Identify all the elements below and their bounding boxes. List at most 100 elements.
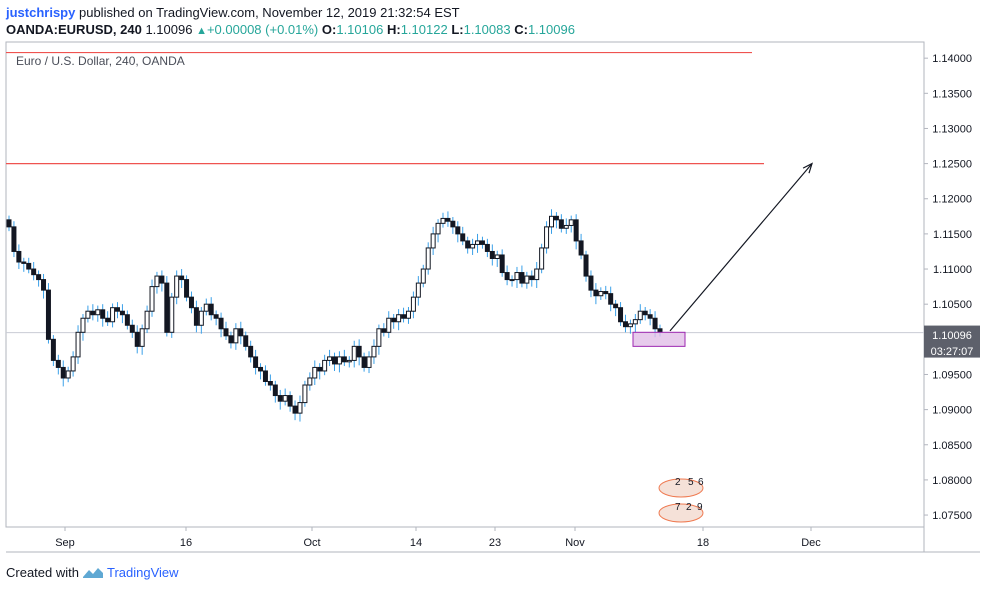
events-icon-text: 7 [675,502,681,513]
candle-body [65,370,71,379]
up-arrow-icon: ▲ [196,25,207,37]
events-icon-text: 5 [688,477,694,488]
author-link[interactable]: justchrispy [6,5,76,20]
last-price: 1.10096 [145,22,193,37]
candle-body [361,356,367,368]
y-tick-label: 1.09000 [932,405,972,417]
high-label: H: [386,22,401,37]
support-zone-box [632,331,686,347]
candle-body [100,309,106,319]
y-tick-label: 1.13500 [932,88,972,100]
y-tick-label: 1.08500 [932,440,972,452]
candle-body [26,262,32,270]
candle-body [218,317,224,330]
candle-body [489,250,495,259]
created-with-label: Created with [6,565,79,580]
candle-body [613,303,619,309]
candle-body [198,310,204,326]
events-icon-text: 2 [686,502,692,513]
x-tick-label: Sep [55,537,75,549]
candle-body [445,217,451,222]
candle-body [248,345,254,358]
candle-body [292,405,298,414]
y-tick-label: 1.12500 [932,159,972,171]
candle-body [603,291,609,295]
candle-body [302,384,308,404]
events-icon-text: 6 [698,477,704,488]
candle-body [223,328,229,337]
candle-body [307,377,313,386]
open-value: 1.10106 [336,22,384,37]
candle-body [228,335,234,344]
drawings[interactable] [632,162,813,347]
events-icon[interactable]: 2 5 6 7 2 9 [658,477,704,523]
candle-body [154,275,160,288]
candle-body [598,291,604,297]
candle-body [479,240,485,245]
candle-body [484,243,490,252]
candle-body [341,356,347,363]
projection-arrow-head [802,162,813,174]
candle-body [519,272,525,284]
horizontal-lines[interactable] [6,51,924,334]
candle-body [637,310,643,321]
candle-body [75,331,81,358]
candle-body [179,275,185,281]
candle-body [529,275,535,281]
tradingview-link[interactable]: TradingView [106,565,179,580]
candle-body [460,233,466,242]
candle-body [470,243,476,249]
candle-body [396,314,402,323]
projection-arrow-line [669,163,813,332]
footer: Created with TradingView [6,565,179,580]
candle-body [267,381,273,386]
candle-body [553,215,559,221]
low-label: L: [451,22,464,37]
low-value: 1.10083 [463,22,511,37]
candle-body [356,345,362,358]
price-change: +0.00008 (+0.01%) [206,22,319,37]
candle-body [627,323,633,328]
events-icon-text: 2 [675,477,681,488]
x-tick-label: 23 [489,537,501,549]
candle-body [608,293,614,305]
close-value: 1.10096 [527,22,575,37]
candle-body [381,328,387,333]
candle-body [287,395,293,407]
y-tick-label: 1.11500 [933,229,972,241]
candle-body [366,356,372,368]
candle-body [41,279,47,291]
economic-events-icon[interactable] [658,503,704,523]
candle-body [391,317,397,323]
economic-events-icon[interactable] [658,478,704,498]
candle-body [277,395,283,402]
candle-body [465,240,471,249]
x-axis: Sep 16 Oct 14 23 Nov 18 Dec [55,527,821,549]
x-tick-label: Dec [801,537,821,549]
candle-body [568,219,574,226]
candle-body [70,356,76,372]
last-price-tag: 1.10096 03:27:07 [924,325,980,358]
candle-body [90,310,96,316]
x-tick-label: 16 [180,537,192,549]
symbol-label: OANDA:EURUSD, 240 [6,22,142,37]
candle-body [95,309,101,316]
candle-body [115,307,120,312]
candle-body [618,307,624,323]
candle-body [573,219,579,242]
candle-body [514,272,520,281]
candle-body [169,296,175,333]
events-icon-text: 9 [697,502,703,513]
price-tag-countdown: 03:27:07 [931,346,974,358]
candle-body [593,289,599,297]
candle-body [11,226,17,252]
candle-body [642,310,648,316]
candle-body [174,275,180,298]
candle-body [105,317,111,323]
candle-body [435,222,441,235]
candle-body [475,240,481,245]
publish-info: published on TradingView.com, November 1… [78,5,460,20]
chart-title: Euro / U.S. Dollar, 240, OANDA [16,54,185,68]
high-value: 1.10122 [400,22,448,37]
